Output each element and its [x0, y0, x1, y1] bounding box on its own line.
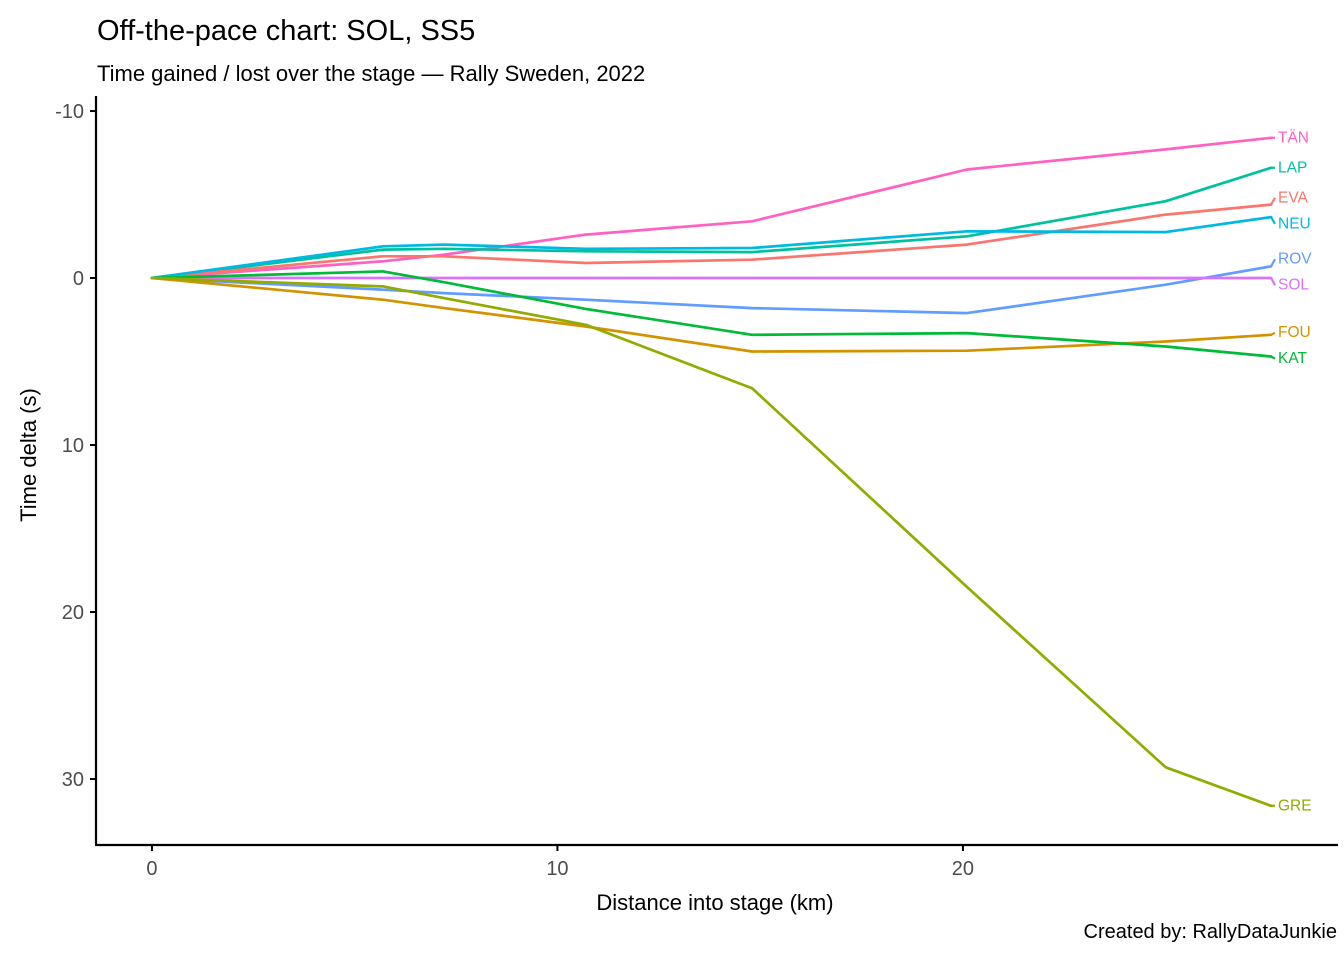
series-labels-layer: TÄN LAP EVA NEU ROV SOL FOU KAT GRE — [1270, 129, 1312, 814]
series-line-NEU — [150, 215, 1273, 280]
y-axis-title: Time delta (s) — [16, 388, 41, 522]
series-label-TÄN: TÄN — [1278, 129, 1309, 146]
axes-layer: -10 0 10 20 30 0 10 20 — [55, 96, 1338, 880]
series-line-KAT — [150, 270, 1273, 358]
x-tick-label: 20 — [952, 858, 974, 880]
y-tick-label: 0 — [73, 268, 84, 290]
series-label-leader-EVA — [1270, 197, 1276, 206]
series-line-GRE — [150, 276, 1273, 808]
series-label-EVA: EVA — [1278, 189, 1309, 206]
series-label-leader-ROV — [1270, 258, 1276, 267]
series-line-TÄN — [150, 136, 1273, 280]
x-tick-label: 0 — [146, 858, 157, 880]
series-label-ROV: ROV — [1278, 251, 1312, 268]
chart-title: Off-the-pace chart: SOL, SS5 — [97, 15, 475, 47]
series-label-LAP: LAP — [1278, 159, 1307, 176]
series-label-leader-FOU — [1270, 331, 1276, 336]
series-label-FOU: FOU — [1278, 324, 1311, 341]
series-label-GRE: GRE — [1278, 797, 1312, 814]
x-tick-label: 10 — [546, 858, 568, 880]
x-axis-title: Distance into stage (km) — [596, 890, 833, 915]
series-label-NEU: NEU — [1278, 215, 1311, 232]
series-line-EVA — [150, 203, 1273, 280]
chart-caption: Created by: RallyDataJunkie — [1084, 921, 1337, 943]
chart-subtitle: Time gained / lost over the stage — Rall… — [97, 61, 645, 86]
y-tick-label: 10 — [62, 435, 84, 457]
series-line-ROV — [150, 264, 1273, 315]
series-label-leader-NEU — [1270, 216, 1276, 225]
series-line-LAP — [150, 166, 1273, 280]
y-tick-label: 30 — [62, 769, 84, 791]
y-tick-label: -10 — [55, 101, 84, 123]
series-label-leader-KAT — [1270, 355, 1276, 360]
series-label-SOL: SOL — [1278, 277, 1309, 294]
y-tick-label: 20 — [62, 602, 84, 624]
series-label-KAT: KAT — [1278, 350, 1308, 367]
series-layer — [150, 136, 1273, 808]
series-label-leader-SOL — [1270, 277, 1276, 286]
series-line-FOU — [150, 276, 1273, 353]
